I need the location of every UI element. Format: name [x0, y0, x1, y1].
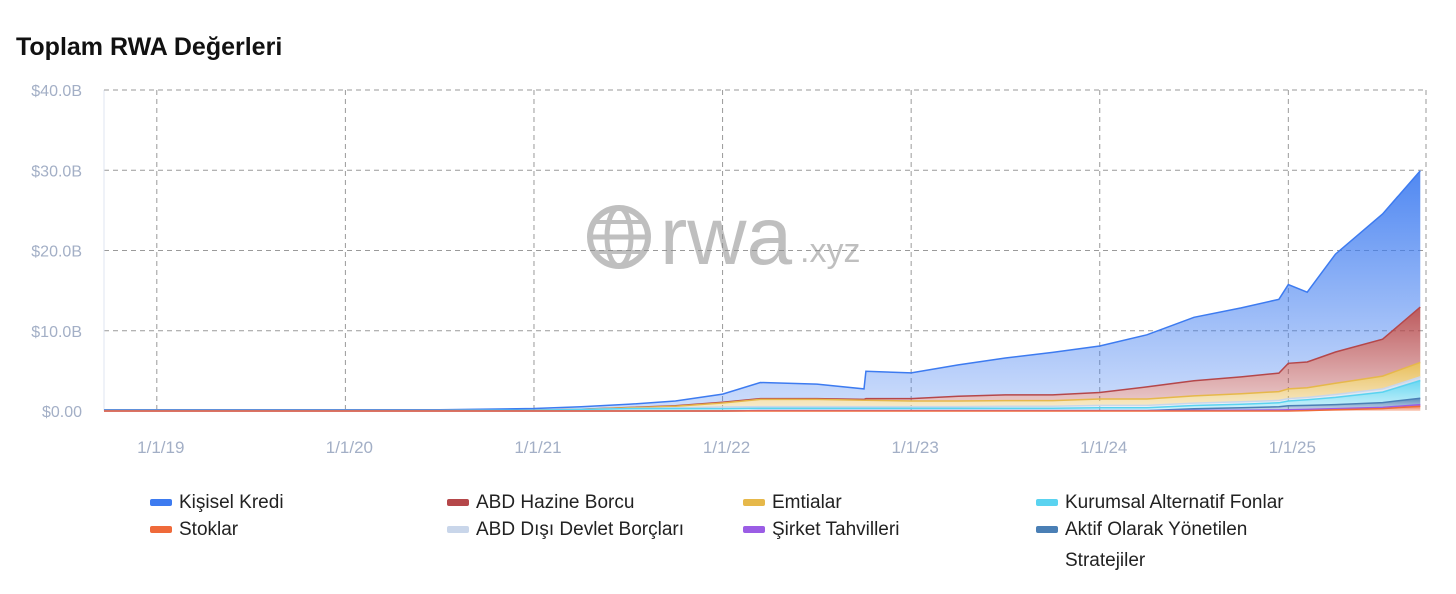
legend-swatch	[150, 526, 172, 533]
watermark-suffix: .xyz	[800, 232, 860, 270]
x-tick-label: 1/1/22	[703, 438, 750, 457]
legend-label: Kurumsal Alternatif Fonlar	[1065, 492, 1284, 513]
y-tick-label: $10.0B	[31, 324, 82, 341]
watermark-text: rwa	[660, 191, 793, 282]
legend-label: ABD Hazine Borcu	[476, 492, 635, 513]
legend-item[interactable]: Kurumsal Alternatif Fonlar	[1036, 487, 1284, 518]
watermark: rwa .xyz	[587, 191, 860, 282]
legend-item[interactable]: Aktif Olarak Yönetilen Stratejiler	[1036, 514, 1295, 576]
legend-swatch	[447, 499, 469, 506]
legend-swatch	[1036, 499, 1058, 506]
x-tick-label: 1/1/21	[514, 438, 561, 457]
legend-label: Şirket Tahvilleri	[772, 519, 900, 540]
y-tick-label: $20.0B	[31, 244, 82, 261]
area-series	[104, 362, 1421, 411]
chart-title: Toplam RWA Değerleri	[16, 33, 283, 61]
y-tick-label: $0.00	[42, 404, 82, 421]
area-series	[104, 170, 1421, 411]
legend-item[interactable]: Stoklar	[150, 514, 238, 545]
x-tick-label: 1/1/23	[892, 438, 939, 457]
legend-swatch	[150, 499, 172, 506]
legend-swatch	[1036, 526, 1058, 533]
legend-item[interactable]: Emtialar	[743, 487, 842, 518]
legend-label: Aktif Olarak Yönetilen Stratejiler	[1065, 519, 1248, 571]
area-series-line	[104, 170, 1421, 411]
x-tick-label: 1/1/25	[1269, 438, 1316, 457]
x-tick-label: 1/1/24	[1080, 438, 1127, 457]
area-series-line	[104, 405, 1421, 412]
legend-label: Emtialar	[772, 492, 842, 513]
legend-swatch	[743, 499, 765, 506]
legend-swatch	[447, 526, 469, 533]
legend-item[interactable]: Kişisel Kredi	[150, 487, 284, 518]
legend-label: Stoklar	[179, 519, 239, 540]
legend-item[interactable]: ABD Dışı Devlet Borçları	[447, 514, 684, 545]
legend-item[interactable]: Şirket Tahvilleri	[743, 514, 899, 545]
y-tick-label: $30.0B	[31, 163, 82, 180]
chart-canvas: $0.00 $10.0B $20.0B $30.0B $40.0B 1/1/19 1/1/2…	[31, 83, 1427, 457]
legend-item[interactable]: ABD Hazine Borcu	[447, 487, 634, 518]
x-tick-label: 1/1/20	[326, 438, 373, 457]
legend-label: ABD Dışı Devlet Borçları	[476, 519, 684, 540]
legend-swatch	[743, 526, 765, 533]
y-tick-label: $40.0B	[31, 83, 82, 100]
x-tick-label: 1/1/19	[137, 438, 184, 457]
legend-label: Kişisel Kredi	[179, 492, 284, 513]
area-series-line	[104, 379, 1421, 412]
